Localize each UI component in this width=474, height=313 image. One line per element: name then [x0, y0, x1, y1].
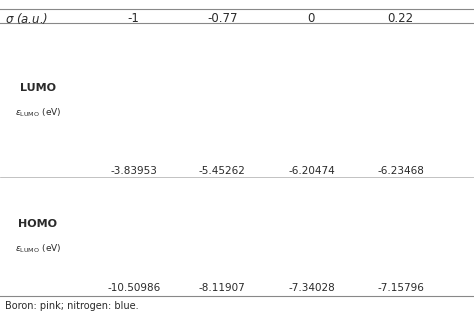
Text: LUMO: LUMO — [20, 83, 56, 93]
Text: -7.15796: -7.15796 — [377, 283, 424, 293]
Text: -6.20474: -6.20474 — [288, 166, 335, 176]
Text: -10.50986: -10.50986 — [107, 283, 160, 293]
Text: $\mathit{\sigma}$ (a.u.): $\mathit{\sigma}$ (a.u.) — [5, 11, 48, 26]
Text: -1: -1 — [128, 12, 140, 25]
Text: HOMO: HOMO — [18, 219, 57, 229]
Text: -0.77: -0.77 — [207, 12, 237, 25]
Text: -3.83953: -3.83953 — [110, 166, 157, 176]
Text: -5.45262: -5.45262 — [199, 166, 246, 176]
Text: 0: 0 — [308, 12, 315, 25]
Text: Boron: pink; nitrogen: blue.: Boron: pink; nitrogen: blue. — [5, 301, 138, 311]
Text: -7.34028: -7.34028 — [288, 283, 335, 293]
Text: $\varepsilon_\mathregular{LUMO}$ (eV): $\varepsilon_\mathregular{LUMO}$ (eV) — [15, 243, 61, 255]
Text: $\varepsilon_\mathregular{LUMO}$ (eV): $\varepsilon_\mathregular{LUMO}$ (eV) — [15, 106, 61, 119]
Text: -8.11907: -8.11907 — [199, 283, 246, 293]
Text: 0.22: 0.22 — [387, 12, 414, 25]
Text: -6.23468: -6.23468 — [377, 166, 424, 176]
